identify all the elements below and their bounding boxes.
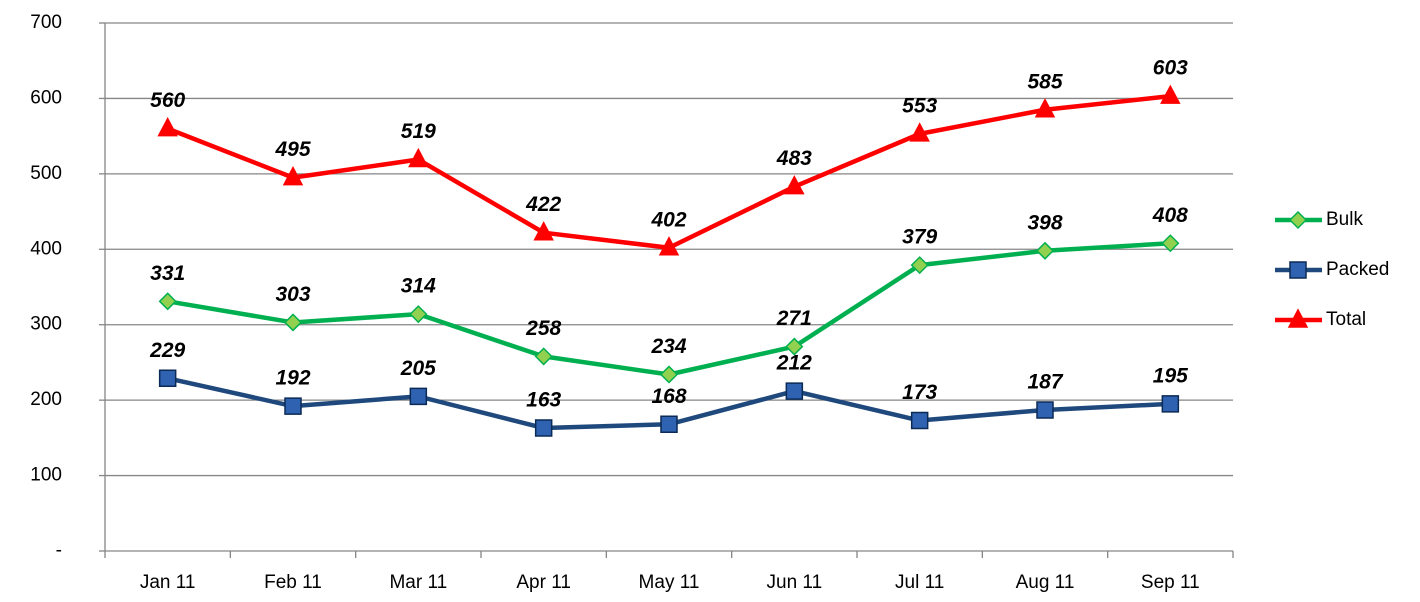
data-label: 234 — [650, 335, 686, 358]
data-point — [408, 147, 429, 168]
data-point — [409, 387, 428, 406]
data-point — [659, 365, 679, 384]
data-point — [1035, 241, 1055, 260]
data-label: 402 — [650, 208, 686, 231]
x-tick-label: Mar 11 — [389, 572, 447, 593]
legend-marker — [1288, 210, 1308, 230]
y-tick-label: 500 — [30, 163, 62, 184]
x-tick-label: Feb 11 — [264, 572, 322, 593]
data-point — [784, 175, 805, 195]
data-point — [909, 122, 930, 142]
legend-label: Packed — [1326, 259, 1389, 280]
x-tick-label: Jan 11 — [140, 572, 196, 593]
data-label: 422 — [525, 193, 561, 216]
data-point — [284, 397, 302, 415]
data-point — [1161, 234, 1180, 253]
data-label: 408 — [1152, 204, 1188, 227]
data-point — [158, 369, 177, 388]
y-tick-label: 100 — [30, 465, 62, 486]
y-tick-label: 300 — [30, 314, 62, 335]
x-tick-label: Sep 11 — [1141, 572, 1200, 593]
x-tick-label: Jun 11 — [767, 572, 823, 593]
data-label: 192 — [275, 367, 310, 390]
data-label: 303 — [275, 283, 310, 306]
data-point — [785, 337, 804, 356]
data-label: 331 — [150, 262, 185, 285]
data-point — [1161, 395, 1180, 413]
data-point — [283, 313, 303, 332]
x-tick-label: Apr 11 — [516, 572, 571, 593]
y-tick-label: 400 — [30, 238, 62, 259]
data-point — [910, 256, 929, 275]
data-label: 173 — [902, 381, 937, 404]
data-point — [658, 236, 680, 256]
data-point — [534, 347, 553, 366]
data-point — [1036, 401, 1054, 419]
data-point — [533, 221, 554, 241]
legend-label: Total — [1326, 309, 1366, 330]
data-point — [785, 382, 804, 400]
data-label: 560 — [150, 89, 185, 112]
x-tick-label: Aug 11 — [1016, 572, 1075, 593]
data-label: 205 — [400, 357, 436, 380]
data-point — [409, 305, 428, 324]
data-label: 271 — [776, 307, 812, 330]
y-tick-label: 600 — [30, 87, 62, 108]
data-label: 195 — [1153, 364, 1188, 387]
data-label: 314 — [401, 275, 436, 298]
data-label: 495 — [274, 138, 310, 161]
data-label: 603 — [1153, 57, 1188, 80]
data-label: 398 — [1027, 211, 1062, 234]
data-label: 519 — [401, 120, 436, 143]
data-point — [282, 166, 304, 186]
legend-label: Bulk — [1326, 209, 1363, 230]
y-tick-label: - — [56, 540, 62, 561]
data-point — [157, 116, 178, 137]
data-label: 585 — [1027, 70, 1062, 93]
data-label: 168 — [651, 385, 686, 408]
x-tick-label: May 11 — [639, 572, 700, 593]
data-label: 229 — [149, 339, 185, 362]
y-tick-label: 700 — [30, 12, 62, 33]
data-point — [910, 411, 929, 430]
data-point — [660, 415, 678, 434]
data-label: 379 — [902, 226, 937, 249]
legend-marker — [1289, 261, 1307, 279]
legend-marker — [1287, 308, 1309, 328]
x-tick-label: Jul 11 — [895, 572, 944, 593]
data-point — [1034, 98, 1056, 118]
data-label: 483 — [776, 147, 812, 170]
data-label: 212 — [776, 352, 812, 375]
data-label: 187 — [1027, 370, 1063, 393]
data-point — [158, 292, 177, 311]
data-label: 163 — [526, 389, 561, 412]
data-label: 553 — [902, 94, 937, 117]
data-label: 258 — [525, 317, 561, 340]
data-point — [534, 419, 553, 437]
y-tick-label: 200 — [30, 389, 62, 410]
data-point — [1160, 84, 1181, 104]
